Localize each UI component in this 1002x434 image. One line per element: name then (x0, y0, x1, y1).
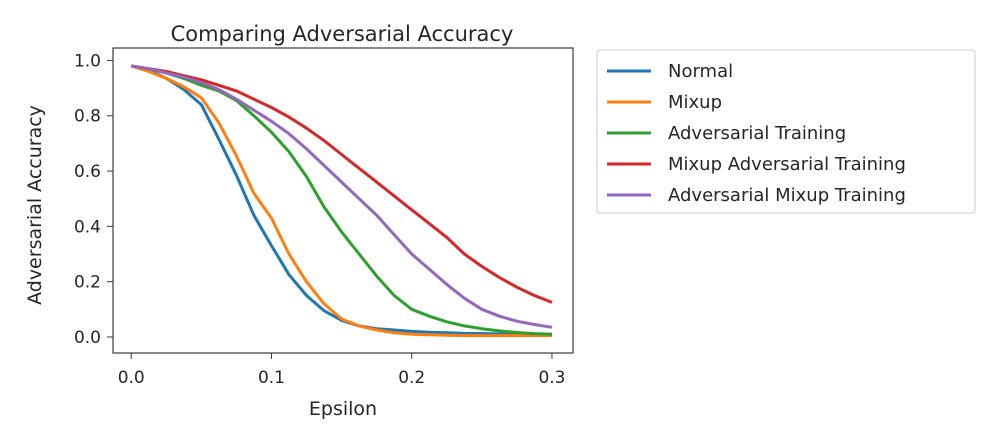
series-line-adversarial-mixup-training (130, 64, 553, 329)
legend-label: Mixup (668, 92, 722, 113)
y-axis-label: Adversarial Accuracy (24, 105, 46, 305)
y-tick-label: 0.6 (74, 162, 101, 182)
series-line-adversarial-training (130, 64, 553, 336)
x-tick-label: 0.0 (118, 368, 145, 388)
x-tick-label: 0.3 (538, 368, 565, 388)
y-tick-label: 0.0 (74, 328, 101, 348)
y-tick-label: 0.4 (74, 217, 101, 237)
x-tick-label: 0.1 (258, 368, 285, 388)
y-tick-label: 0.2 (74, 273, 101, 293)
y-tick-label: 0.8 (74, 107, 101, 127)
legend: Normal Mixup Adversarial Training Mixup Adv… (596, 49, 976, 214)
legend-label: Mixup Adversarial Training (668, 154, 906, 175)
legend-label: Adversarial Mixup Training (668, 185, 906, 206)
series-line-mixup-adversarial-training (130, 64, 553, 304)
chart-title: Comparing Adversarial Accuracy (171, 22, 514, 46)
legend-label: Normal (668, 61, 733, 82)
x-tick-label: 0.2 (398, 368, 425, 388)
plot-frame (112, 47, 574, 354)
series-line-normal (130, 64, 552, 336)
x-axis-label: Epsilon (309, 398, 377, 420)
series-line-mixup (130, 64, 552, 338)
legend-box (596, 49, 976, 214)
y-tick-label: 1.0 (74, 51, 101, 71)
legend-label: Adversarial Training (668, 123, 846, 144)
